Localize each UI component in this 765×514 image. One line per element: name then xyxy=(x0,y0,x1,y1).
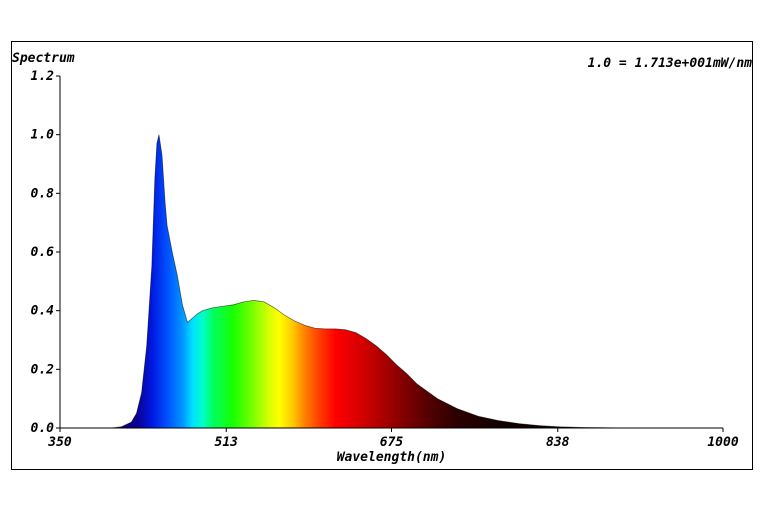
chart-title: Spectrum xyxy=(12,51,75,66)
x-tick-label: 350 xyxy=(47,435,72,450)
spectrum-line xyxy=(60,134,723,429)
y-tick-label: 0.6 xyxy=(31,245,55,260)
x-tick-label: 1000 xyxy=(707,435,738,450)
y-tick-label: 0.8 xyxy=(31,186,55,201)
scale-note: 1.0 = 1.713e+001mW/nm xyxy=(588,56,753,71)
spectrum-chart: Spectrum 1.0 = 1.713e+001mW/nm 0.0 0.2 0.4… xyxy=(12,51,753,465)
y-tick-label: 1.2 xyxy=(31,69,55,84)
y-tick-label: 0.0 xyxy=(31,421,55,436)
x-tick-label: 675 xyxy=(380,435,404,450)
x-axis-label: Wavelength(nm) xyxy=(337,450,447,465)
y-tick-label: 1.0 xyxy=(31,128,55,143)
axes: 0.0 0.2 0.4 0.6 0.8 1.0 1.2 350 513 675 838 1000 xyxy=(31,69,739,450)
chart-frame: Spectrum 1.0 = 1.713e+001mW/nm 0.0 0.2 0.4… xyxy=(11,41,753,470)
y-tick-label: 0.2 xyxy=(31,362,55,377)
spectrum-area-layer xyxy=(60,134,723,429)
spectrum-area xyxy=(60,134,723,429)
y-tick-label: 0.4 xyxy=(31,304,55,319)
x-tick-label: 513 xyxy=(215,435,239,450)
x-tick-label: 838 xyxy=(546,435,570,450)
